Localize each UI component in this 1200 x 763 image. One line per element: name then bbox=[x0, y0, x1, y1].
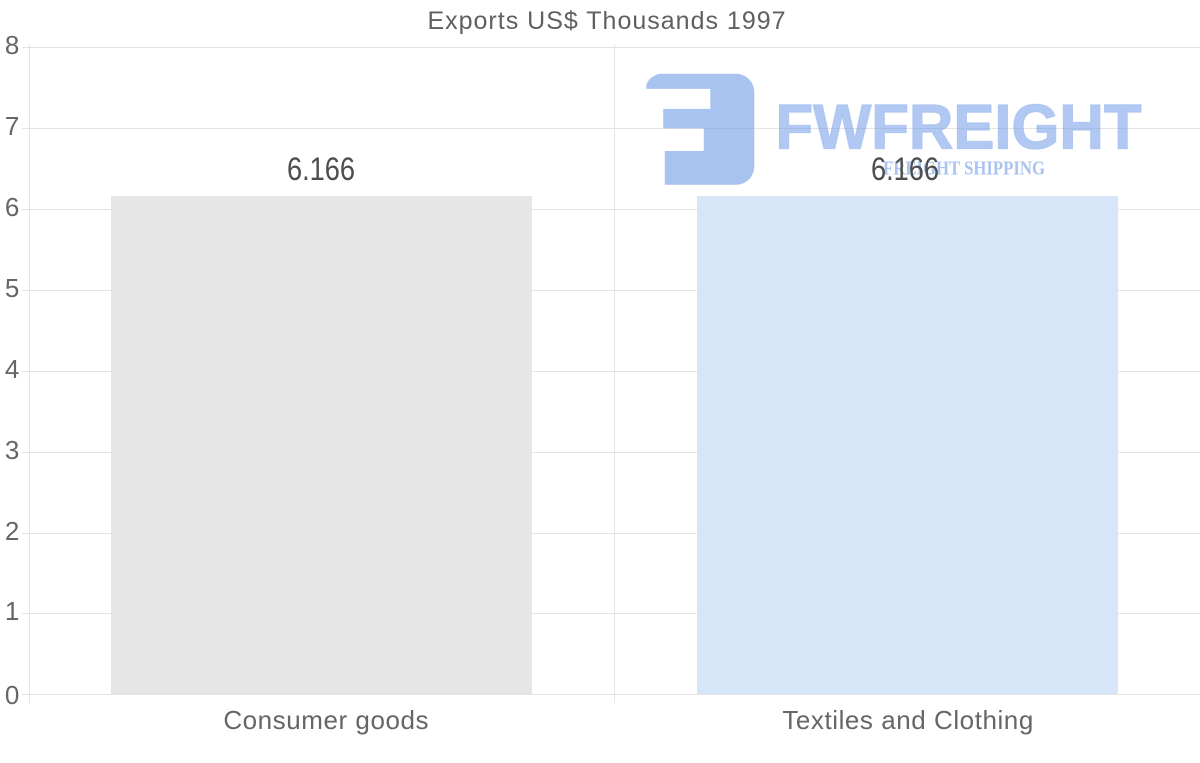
svg-text:FWFREIGHT: FWFREIGHT bbox=[776, 92, 1142, 162]
svg-text:FREIGHT SHIPPING: FREIGHT SHIPPING bbox=[883, 158, 1045, 179]
